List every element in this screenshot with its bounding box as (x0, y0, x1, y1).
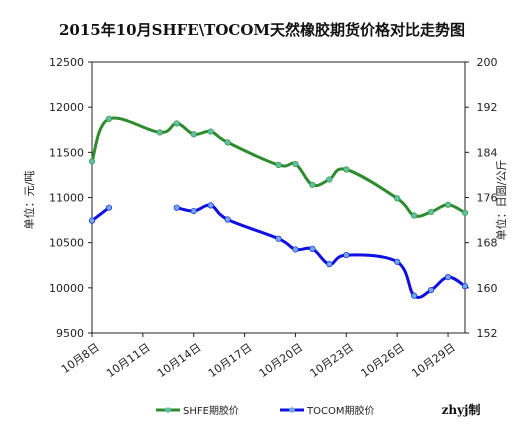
x-tick-label: 10月29日 (409, 341, 457, 380)
left-axis-label: 单位：元/吨 (22, 171, 36, 230)
data-point-tocom (309, 245, 316, 252)
series-layer (88, 115, 469, 299)
data-point-tocom (190, 207, 197, 215)
data-point-tocom (173, 204, 180, 211)
data-point-shfe (461, 209, 469, 216)
credit-label: zhyj制 (442, 402, 481, 417)
data-point-tocom (88, 217, 96, 224)
x-axis: 10月8日 10月11日 10月14日 10月17日 10月20日 10月23日 10月26… (59, 333, 458, 380)
data-point-shfe (88, 158, 96, 165)
right-tick-label: 160 (477, 282, 498, 295)
data-point-shfe (207, 128, 214, 135)
x-tick-label: 10月17日 (206, 341, 254, 380)
left-axis: 9500 10000 10500 11000 11500 12000 12500 (49, 56, 92, 340)
legend-marker-shfe (165, 407, 171, 413)
left-tick-label: 12500 (49, 56, 84, 69)
right-tick-label: 200 (477, 56, 498, 69)
data-point-tocom (292, 246, 299, 253)
data-point-tocom (461, 283, 469, 290)
data-point-tocom (224, 216, 231, 223)
legend: SHFE期胶价 TOCOM期胶价 (156, 404, 374, 417)
data-point-shfe (394, 195, 401, 202)
legend-item-shfe: SHFE期胶价 (156, 404, 239, 417)
data-point-shfe (156, 129, 163, 136)
x-tick-label: 10月23日 (308, 341, 356, 380)
data-point-shfe (292, 160, 299, 168)
plot-area (91, 61, 466, 334)
data-point-shfe (411, 212, 418, 219)
data-point-shfe (224, 139, 231, 146)
x-tick-label: 10月20日 (257, 341, 305, 380)
legend-item-tocom: TOCOM期胶价 (280, 404, 374, 417)
x-tick-label: 10月8日 (59, 341, 102, 376)
left-tick-label: 10500 (49, 237, 84, 250)
right-tick-label: 152 (477, 327, 498, 340)
x-tick-label: 10月11日 (104, 341, 152, 380)
data-point-tocom (427, 286, 435, 294)
right-tick-label: 192 (477, 101, 498, 114)
data-point-shfe (444, 201, 452, 208)
x-tick-label: 10月14日 (155, 341, 203, 380)
right-tick-label: 176 (477, 192, 498, 205)
data-point-shfe (105, 115, 113, 123)
data-point-tocom (343, 251, 350, 259)
left-tick-label: 12000 (49, 101, 84, 114)
data-point-tocom (411, 292, 418, 299)
right-tick-label: 168 (477, 237, 498, 250)
x-tick-label: 10月26日 (358, 341, 406, 380)
right-axis-label: 单位：日圆/公斤 (494, 160, 508, 241)
left-tick-label: 9500 (56, 327, 84, 340)
left-tick-label: 10000 (49, 282, 84, 295)
left-tick-label: 11500 (49, 146, 84, 159)
data-point-shfe (326, 176, 333, 183)
data-point-shfe (173, 120, 180, 127)
series-line-tocom (175, 203, 467, 299)
right-axis: 152 160 168 176 184 192 200 (465, 56, 498, 340)
data-point-shfe (343, 166, 350, 173)
right-tick-label: 184 (477, 146, 498, 159)
data-point-tocom (207, 202, 214, 209)
data-point-tocom (326, 261, 333, 268)
legend-marker-tocom (289, 407, 295, 413)
legend-label-tocom: TOCOM期胶价 (306, 404, 374, 417)
data-point-shfe (309, 181, 316, 188)
data-point-tocom (444, 274, 452, 281)
left-tick-label: 11000 (49, 192, 84, 205)
series-line-tocom (90, 206, 111, 223)
data-point-tocom (275, 235, 282, 242)
data-point-shfe (275, 161, 282, 169)
data-point-shfe (427, 208, 435, 216)
chart-title: 2015年10月SHFE\TOCOM天然橡胶期货价格对比走势图 (59, 21, 465, 39)
data-point-tocom (105, 204, 113, 211)
legend-label-shfe: SHFE期胶价 (183, 404, 239, 417)
data-point-tocom (394, 258, 401, 265)
data-point-shfe (190, 131, 197, 138)
